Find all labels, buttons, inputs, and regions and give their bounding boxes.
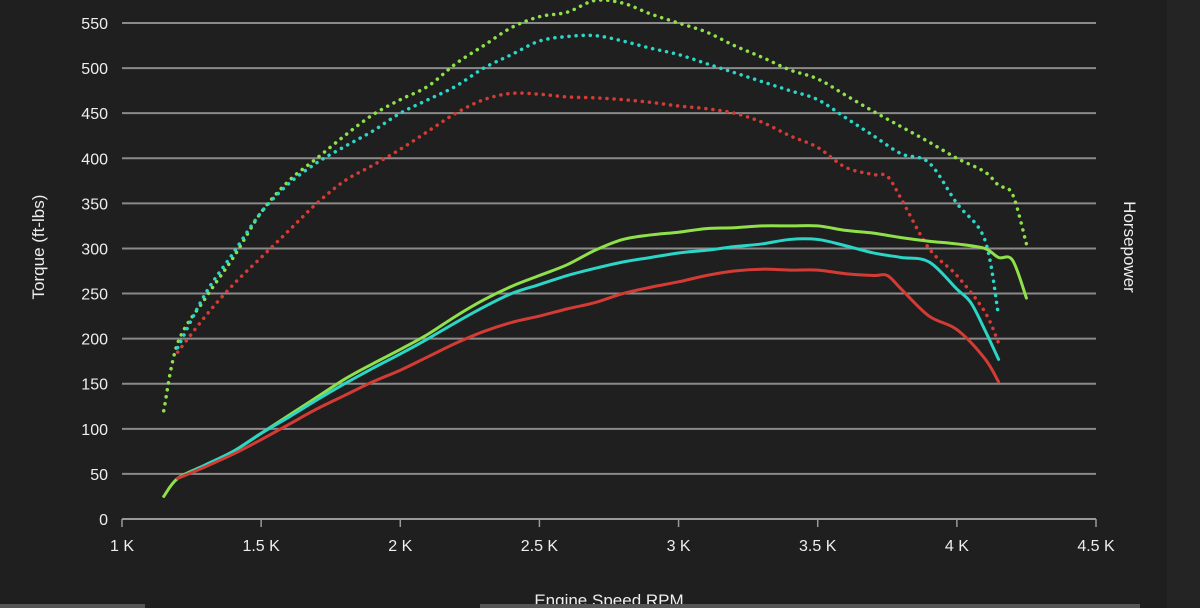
- x-axis: 1 K 1.5 K 2 K 2.5 K 3 K 3.5 K 4 K 4.5 K: [110, 518, 1115, 555]
- series-line-teal-torque: [175, 33, 1001, 350]
- y-tick-label: 450: [81, 106, 108, 123]
- series-line-teal-horsepower: [176, 237, 1001, 480]
- bottom-bar-right: [480, 604, 1140, 608]
- x-tick-label: 3 K: [667, 538, 691, 555]
- x-tick-label: 2.5 K: [521, 538, 559, 555]
- x-tick-label: 3.5 K: [799, 538, 837, 555]
- x-tick-label: 1 K: [110, 538, 134, 555]
- y-tick-label: 550: [81, 16, 108, 33]
- y-tick-label: 50: [90, 467, 108, 484]
- series-line-green-torque: [161, 0, 1029, 413]
- y-tick-label: 350: [81, 196, 108, 213]
- y-tick-label: 500: [81, 61, 108, 78]
- bottom-bar-left: [0, 604, 145, 608]
- x-tick-label: 4 K: [945, 538, 969, 555]
- x-tick-label: 2 K: [388, 538, 412, 555]
- right-panel-strip: [1167, 0, 1200, 608]
- y-tick-label: 150: [81, 377, 108, 394]
- series-line-red-horsepower: [176, 267, 1001, 480]
- y-tick-label: 0: [99, 512, 108, 529]
- y-tick-labels: 0 50 100 150 200 250 300 350 400 450 500 550: [81, 16, 108, 529]
- y-tick-label: 100: [81, 422, 108, 439]
- y-tick-label: 300: [81, 241, 108, 258]
- gridlines: [122, 22, 1096, 475]
- series-line-green-horsepower: [162, 224, 1028, 498]
- y-tick-label: 400: [81, 151, 108, 168]
- x-axis-label: Engine Speed RPM: [534, 591, 683, 608]
- series-lines: [161, 0, 1029, 498]
- x-tick-label: 4.5 K: [1077, 538, 1115, 555]
- x-tick-label: 1.5 K: [242, 538, 280, 555]
- series-line-red-torque: [175, 91, 1001, 354]
- y-tick-label: 200: [81, 332, 108, 349]
- y2-axis-label: Horsepower: [1120, 201, 1139, 293]
- y-axis-label: Torque (ft-lbs): [29, 195, 48, 300]
- y-tick-label: 250: [81, 287, 108, 304]
